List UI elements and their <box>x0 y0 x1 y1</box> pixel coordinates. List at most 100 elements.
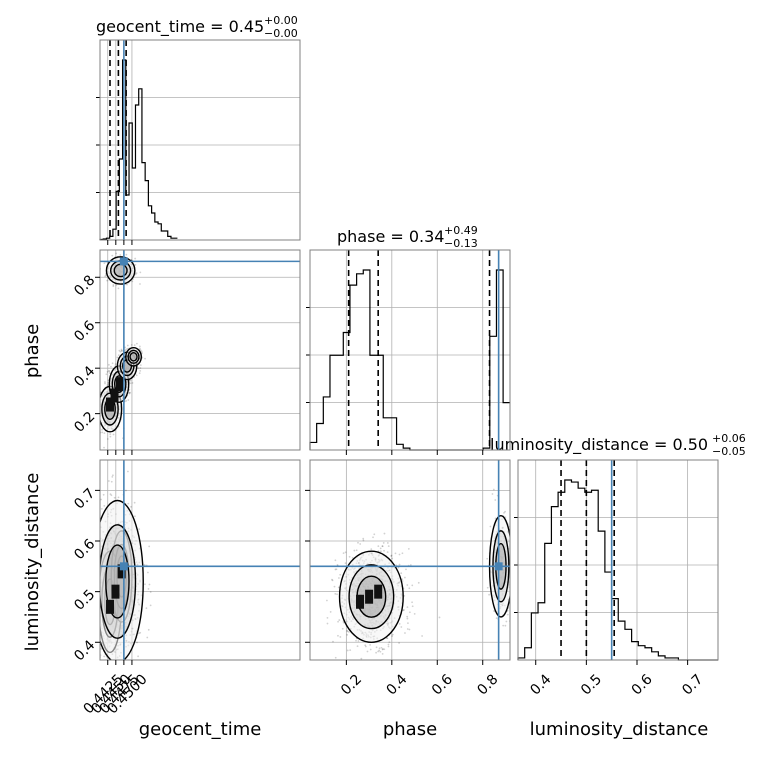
sample-point <box>346 629 349 632</box>
sample-point <box>149 591 152 593</box>
sample-point <box>131 280 134 283</box>
density-peak <box>117 564 126 579</box>
sample-point <box>138 372 141 375</box>
sample-point <box>326 599 328 602</box>
sample-point <box>140 350 143 353</box>
sample-point <box>378 647 381 650</box>
panel-frame <box>309 459 511 661</box>
sample-point <box>106 279 109 282</box>
sample-point <box>109 493 112 496</box>
sample-point <box>103 504 106 507</box>
x-tick-label: 0.4 <box>383 671 410 698</box>
y-tick-label: 0.2 <box>71 409 98 436</box>
sample-point <box>106 669 108 671</box>
sample-point <box>405 568 407 571</box>
sample-point <box>148 545 151 548</box>
sample-point <box>97 538 99 540</box>
sample-point <box>377 650 380 653</box>
sample-point <box>97 634 99 636</box>
sample-point <box>94 567 96 569</box>
sample-point <box>411 665 413 667</box>
sample-point <box>95 554 97 556</box>
sample-point <box>108 369 110 372</box>
y-tick-label: 0.4 <box>71 637 98 664</box>
sample-point <box>97 588 99 590</box>
sample-point <box>125 253 128 256</box>
sample-point <box>92 624 94 626</box>
sample-point <box>107 480 110 482</box>
sample-point <box>134 273 137 276</box>
sample-point <box>511 559 513 561</box>
truth-marker <box>119 257 128 266</box>
sample-point <box>336 593 338 596</box>
sample-point <box>355 549 358 552</box>
sample-point <box>338 619 341 621</box>
sample-point <box>504 510 506 513</box>
sample-point <box>360 657 363 660</box>
sample-point <box>333 585 336 588</box>
sample-point <box>130 505 132 508</box>
sample-point <box>406 584 409 586</box>
sample-point <box>502 624 505 627</box>
sample-point <box>134 257 137 260</box>
sample-point <box>139 271 142 274</box>
x-tick-label: 0.6 <box>429 671 456 698</box>
sample-point <box>99 676 101 678</box>
sample-point <box>495 617 498 620</box>
sample-point <box>94 640 96 642</box>
sample-point <box>137 655 140 658</box>
sample-point <box>335 568 338 571</box>
sample-point <box>408 628 411 631</box>
sample-point <box>135 374 138 377</box>
sample-point <box>339 636 342 638</box>
sample-point <box>81 627 83 629</box>
y-tick-label: 0.8 <box>71 272 98 299</box>
y-axis-label-phase: phase <box>22 324 43 378</box>
sample-point <box>100 661 102 663</box>
x-tick-label: 0.8 <box>474 671 501 698</box>
sample-point <box>387 645 390 648</box>
sample-point <box>111 362 114 365</box>
sample-point <box>91 524 93 526</box>
y-tick-label: 0.4 <box>71 363 98 390</box>
sample-point <box>372 536 374 539</box>
sample-point <box>364 645 367 648</box>
sample-point <box>93 397 95 399</box>
sample-point <box>96 437 98 439</box>
sample-point <box>383 532 386 535</box>
title-upper: +0.06 <box>712 432 746 445</box>
sample-point <box>124 346 127 349</box>
density-peak <box>106 599 114 614</box>
sample-point <box>406 628 409 630</box>
sample-point <box>120 348 123 351</box>
sample-point <box>108 372 111 375</box>
sample-point <box>326 622 329 625</box>
sample-point <box>336 563 339 566</box>
truth-marker <box>494 562 503 571</box>
histogram-phase <box>309 269 510 451</box>
sample-point <box>139 369 142 372</box>
sample-point <box>400 572 403 575</box>
sample-point <box>379 550 382 553</box>
sample-point <box>337 620 339 623</box>
sample-point <box>129 382 132 385</box>
sample-point <box>391 557 394 560</box>
sample-point <box>134 515 136 518</box>
sample-point <box>112 664 114 666</box>
sample-point <box>353 549 356 552</box>
title-lower: −0.13 <box>444 237 478 250</box>
sample-point <box>386 637 389 640</box>
y-axis-label-luminosity-distance: luminosity_distance <box>22 473 43 652</box>
sample-point <box>342 552 345 555</box>
sample-point <box>94 562 96 564</box>
sample-point <box>139 283 141 285</box>
density-contour <box>113 263 128 278</box>
sample-point <box>344 562 347 565</box>
sample-point <box>96 554 98 556</box>
sample-point <box>128 392 131 395</box>
sample-point <box>117 496 120 499</box>
sample-point <box>492 488 495 491</box>
sample-point <box>383 549 385 552</box>
sample-point <box>357 640 360 642</box>
